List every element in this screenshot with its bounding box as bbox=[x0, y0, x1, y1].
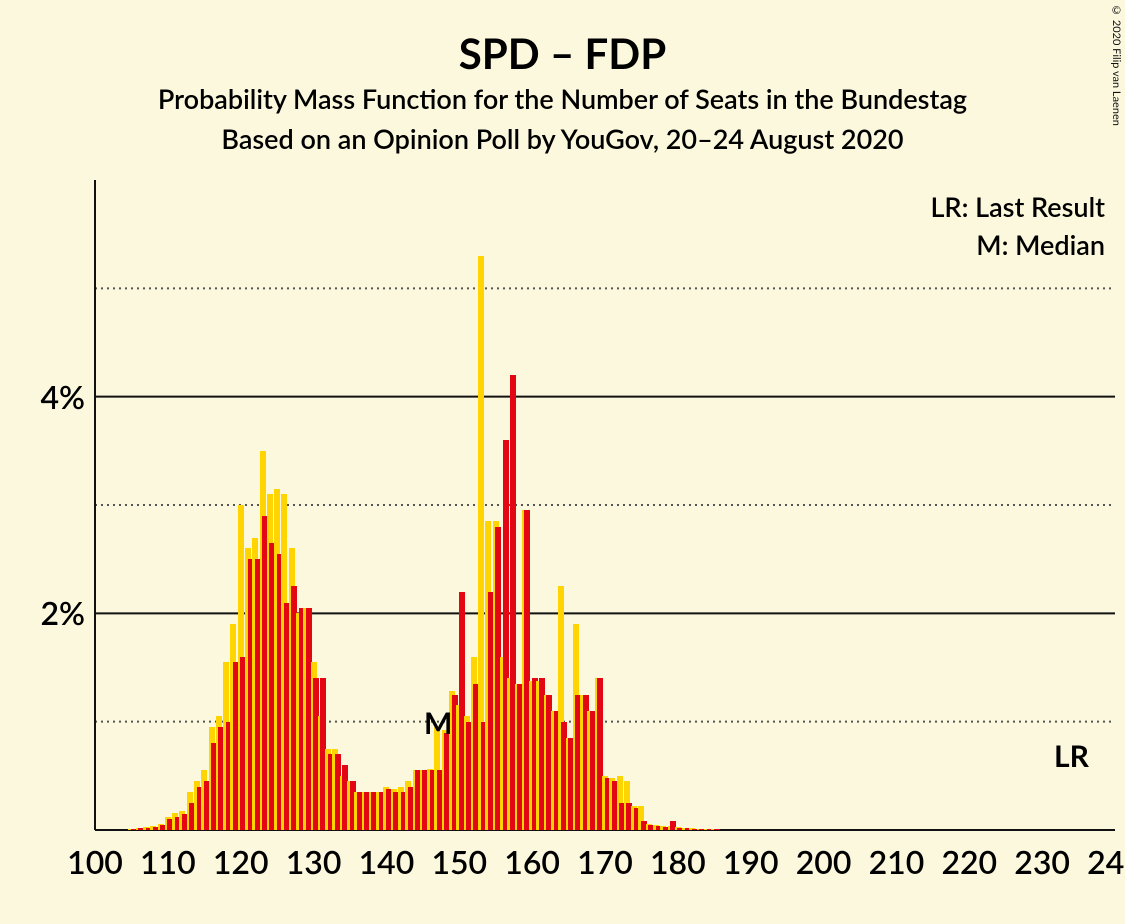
x-tick-label: 160 bbox=[504, 842, 560, 881]
x-tick-label: 220 bbox=[941, 842, 997, 881]
chart-title: SPD – FDP bbox=[0, 28, 1125, 78]
legend-last-result: LR: Last Result bbox=[930, 190, 1105, 223]
y-tick-label: 4% bbox=[15, 377, 85, 416]
x-tick-label: 150 bbox=[431, 842, 487, 881]
chart-subtitle-2: Based on an Opinion Poll by YouGov, 20–2… bbox=[0, 122, 1125, 155]
x-tick-label: 240 bbox=[1087, 842, 1125, 881]
legend-median: M: Median bbox=[976, 228, 1105, 261]
x-tick-label: 230 bbox=[1014, 842, 1070, 881]
bars-layer bbox=[95, 180, 1115, 830]
x-tick-label: 210 bbox=[869, 842, 925, 881]
x-tick-label: 120 bbox=[213, 842, 269, 881]
median-marker: M bbox=[424, 705, 452, 741]
chart-subtitle-1: Probability Mass Function for the Number… bbox=[0, 82, 1125, 115]
x-tick-label: 170 bbox=[577, 842, 633, 881]
x-tick-label: 110 bbox=[140, 842, 196, 881]
y-tick-label: 2% bbox=[15, 593, 85, 632]
x-tick-label: 190 bbox=[723, 842, 779, 881]
x-tick-label: 100 bbox=[67, 842, 123, 881]
x-tick-label: 200 bbox=[796, 842, 852, 881]
x-tick-label: 140 bbox=[359, 842, 415, 881]
last-result-marker: LR bbox=[1054, 738, 1089, 774]
bar-front bbox=[714, 829, 720, 830]
x-tick-label: 180 bbox=[650, 842, 706, 881]
x-tick-label: 130 bbox=[286, 842, 342, 881]
plot-area bbox=[95, 180, 1115, 830]
